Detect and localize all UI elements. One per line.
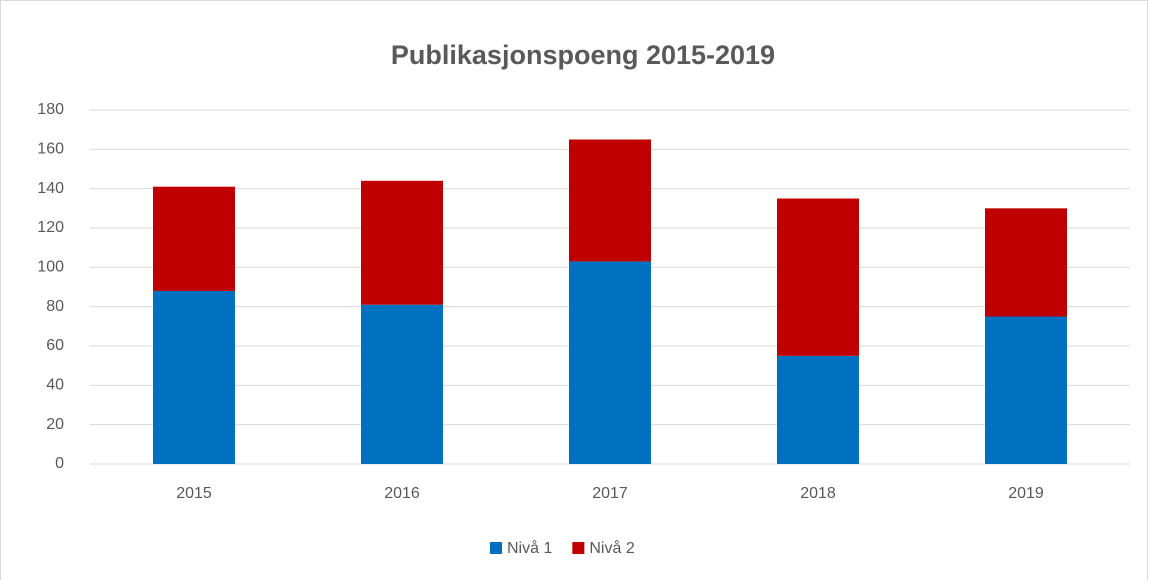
chart-title: Publikasjonspoeng 2015-2019: [391, 40, 775, 70]
bar-segment: [777, 198, 859, 356]
y-tick-label: 0: [55, 455, 64, 472]
bar-segment: [361, 180, 443, 305]
bar-segment: [777, 355, 859, 464]
x-tick-label: 2017: [592, 485, 628, 502]
y-tick-label: 20: [46, 416, 64, 433]
bar-segment: [153, 186, 235, 291]
x-tick-label: 2019: [1008, 485, 1044, 502]
y-tick-label: 120: [37, 219, 64, 236]
bar-segment: [985, 208, 1067, 317]
legend-label: Nivå 2: [589, 539, 634, 557]
y-tick-label: 80: [46, 298, 64, 315]
y-tick-label: 100: [37, 259, 64, 276]
bar-segment: [985, 316, 1067, 464]
bar-segment: [361, 304, 443, 464]
y-tick-label: 40: [46, 377, 64, 394]
x-tick-label: 2015: [176, 485, 212, 502]
x-tick-label: 2018: [800, 485, 836, 502]
bar-segment: [569, 139, 651, 262]
legend-swatch: [572, 542, 585, 554]
legend-swatch: [490, 542, 502, 554]
x-tick-label: 2016: [384, 485, 420, 502]
y-tick-label: 60: [46, 337, 64, 354]
y-tick-label: 160: [37, 141, 64, 158]
y-tick-label: 140: [37, 180, 64, 197]
legend-label: Nivå 1: [507, 539, 552, 557]
bar-segment: [153, 290, 235, 464]
y-tick-label: 180: [37, 101, 64, 118]
bar-segment: [569, 261, 651, 464]
